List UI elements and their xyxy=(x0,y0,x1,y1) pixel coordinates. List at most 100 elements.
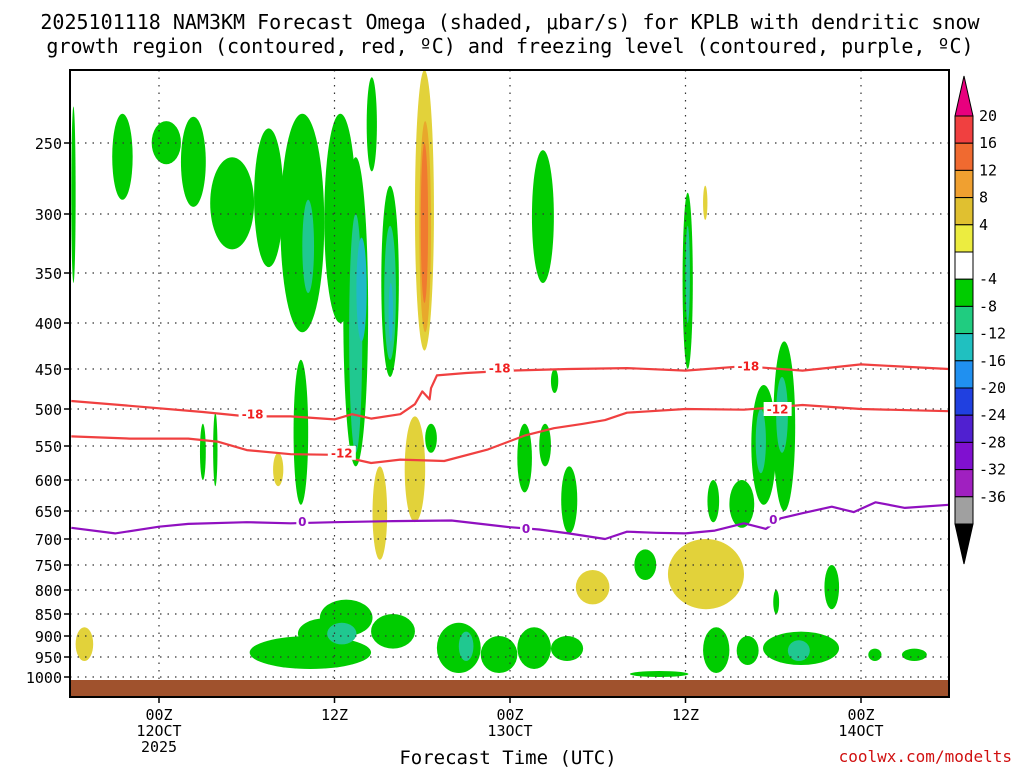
colorbar-label: -24 xyxy=(979,406,1006,424)
omega-cell xyxy=(634,549,657,580)
colorbar-bottom-arrow xyxy=(954,523,974,565)
omega-cell xyxy=(273,452,284,487)
colorbar-segment xyxy=(954,278,974,307)
colorbar-label: 12 xyxy=(979,161,997,179)
omega-cell xyxy=(707,480,720,523)
omega-cell xyxy=(729,480,755,528)
y-tick-label: 600 xyxy=(35,472,62,490)
colorbar-label: 8 xyxy=(979,189,988,207)
omega-cell xyxy=(685,225,690,323)
y-tick-label: 350 xyxy=(35,265,62,283)
y-tick-label: 400 xyxy=(35,315,62,333)
colorbar-segment xyxy=(954,333,974,362)
y-tick-label: 300 xyxy=(35,206,62,224)
x-axis-title: Forecast Time (UTC) xyxy=(399,747,616,768)
y-tick-label: 250 xyxy=(35,135,62,153)
contour-label-bg xyxy=(485,361,514,376)
freezing-level-line xyxy=(71,501,949,541)
omega-cell xyxy=(75,627,94,661)
omega-cell xyxy=(293,359,309,505)
omega-cell xyxy=(517,423,532,493)
y-tick-label: 950 xyxy=(35,649,62,667)
dgz-contour-line xyxy=(71,403,949,465)
omega-cell xyxy=(517,627,551,669)
omega-cell xyxy=(755,409,766,474)
ground-surface-bar xyxy=(70,680,949,696)
y-tick-label: 900 xyxy=(35,628,62,646)
omega-cell xyxy=(425,423,437,453)
omega-cell xyxy=(366,77,377,172)
colorbar-segment xyxy=(954,414,974,443)
site-credit: coolwx.com/modelts xyxy=(839,747,1012,766)
omega-cell xyxy=(213,412,218,487)
omega-cell xyxy=(372,466,388,560)
omega-cell xyxy=(151,121,181,165)
y-tick-label: 450 xyxy=(35,361,62,379)
colorbar-label: 20 xyxy=(979,107,997,125)
omega-cell xyxy=(302,199,315,293)
colorbar-segment xyxy=(954,197,974,226)
contour-label: 0 xyxy=(298,515,306,529)
colorbar-label: -12 xyxy=(979,325,1006,343)
omega-cell xyxy=(667,539,744,610)
contour-label: -12 xyxy=(331,446,353,460)
omega-cell xyxy=(327,622,357,645)
x-tick-label: 13OCT xyxy=(487,722,532,740)
contour-label-bg xyxy=(763,402,792,416)
omega-cell xyxy=(180,116,206,207)
x-tick-label: 12Z xyxy=(672,706,699,724)
omega-cell xyxy=(420,143,429,303)
x-tick-label: 12OCT xyxy=(136,722,181,740)
omega-cell xyxy=(539,423,551,467)
omega-cell xyxy=(901,648,927,661)
colorbar-segment xyxy=(954,360,974,389)
y-tick-label: 1000 xyxy=(26,669,62,687)
x-tick-label: 14OCT xyxy=(838,722,883,740)
contour-label-bg xyxy=(238,407,267,422)
omega-cell xyxy=(773,590,780,614)
omega-cell xyxy=(356,237,367,342)
contour-label-bg xyxy=(296,514,309,529)
y-tick-label: 500 xyxy=(35,401,62,419)
omega-cell xyxy=(787,640,810,661)
x-tick-label: 00Z xyxy=(496,706,523,724)
colorbar-label: -8 xyxy=(979,297,997,315)
colorbar-segment xyxy=(954,441,974,471)
y-tick-label: 700 xyxy=(35,531,62,549)
omega-cell xyxy=(71,106,76,283)
contour-label: 0 xyxy=(522,522,530,536)
contour-label: -18 xyxy=(738,360,760,374)
colorbar-label: 16 xyxy=(979,134,997,152)
y-tick-label: 550 xyxy=(35,438,62,456)
chart-title-line1: 2025101118 NAM3KM Forecast Omega (shaded… xyxy=(40,10,980,34)
y-tick-label: 850 xyxy=(35,606,62,624)
contour-label: -12 xyxy=(767,403,789,417)
omega-cell xyxy=(480,636,518,673)
omega-cell xyxy=(703,185,708,220)
colorbar-segment xyxy=(954,387,974,416)
omega-cell xyxy=(824,565,840,610)
dgz-contour-line xyxy=(71,363,949,421)
colorbar-segment xyxy=(954,142,974,171)
omega-colorbar: 20 16 12 8 4 -4 -8 -12 -16 -20 -24 -28 -32 -36 xyxy=(954,75,1006,565)
colorbar-label: -28 xyxy=(979,433,1006,451)
x-tick-label: 00Z xyxy=(145,706,172,724)
omega-cell xyxy=(404,416,426,523)
colorbar-label: -20 xyxy=(979,379,1006,397)
colorbar-segment xyxy=(954,115,974,144)
colorbar-segment xyxy=(954,169,974,199)
colorbar-segment xyxy=(954,469,974,498)
omega-cell xyxy=(629,671,689,677)
contour-label: -18 xyxy=(242,408,264,422)
x-tick-label: 12Z xyxy=(321,706,348,724)
omega-cell xyxy=(199,423,206,480)
omega-cell xyxy=(371,614,415,649)
omega-cell xyxy=(388,283,393,342)
contour-label-bg xyxy=(520,521,533,536)
colorbar-label: -32 xyxy=(979,461,1006,479)
contour-label: 0 xyxy=(769,513,777,527)
omega-cell xyxy=(550,369,559,393)
omega-cell xyxy=(436,622,481,674)
